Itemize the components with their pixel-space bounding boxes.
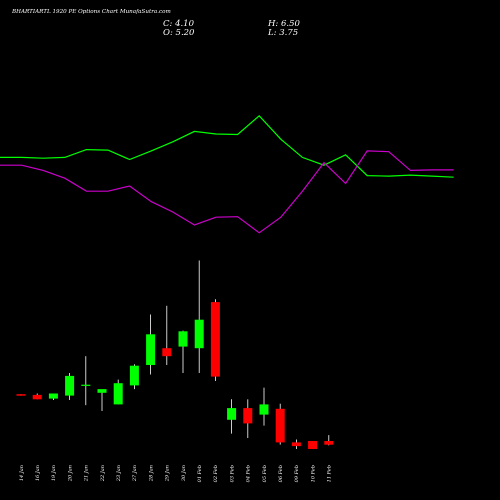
x-tick-label: 23 Jan — [116, 465, 122, 482]
candle-down — [16, 394, 26, 396]
candle-up — [129, 365, 139, 386]
x-tick-label: 20 Jan — [67, 465, 73, 482]
x-tick-label: 05 Feb — [262, 465, 268, 482]
ohlc-left-block: C: 4.10 O: 5.20 — [163, 20, 194, 38]
indicator-line-2 — [0, 150, 454, 234]
x-tick-label: 27 Jan — [132, 465, 138, 482]
candle-up — [113, 383, 123, 405]
candle-down — [243, 408, 253, 424]
candle-up — [259, 404, 269, 415]
x-tick-label: 01 Feb — [197, 465, 203, 482]
x-tick-label: 29 Jan — [165, 465, 171, 482]
x-tick-label: 21 Jan — [84, 465, 90, 482]
x-tick-label: 03 Feb — [229, 465, 235, 482]
candle-down — [210, 302, 220, 377]
x-tick-label: 09 Feb — [294, 465, 300, 482]
candle-up — [194, 319, 204, 349]
x-tick-label: 02 Feb — [213, 465, 219, 482]
candle-down — [32, 394, 42, 400]
candle-down — [324, 441, 334, 445]
chart-title: BHARTIARTL 1920 PE Options Chart MunafaS… — [12, 9, 171, 15]
x-tick-label: 22 Jan — [100, 465, 106, 482]
candle-up — [178, 331, 188, 347]
candle-down — [291, 442, 301, 447]
candle-down — [162, 348, 172, 357]
x-tick-label: 16 Jan — [35, 465, 41, 481]
x-tick-label: 28 Jan — [148, 465, 154, 482]
open-value: O: 5.20 — [163, 28, 195, 38]
high-value: H: 6.50 — [268, 19, 300, 29]
candle-up — [227, 408, 237, 420]
x-tick-label: 04 Feb — [246, 465, 252, 482]
ohlc-right-block: H: 6.50 L: 3.75 — [268, 20, 300, 38]
x-tick-label: 11 Feb — [327, 465, 333, 482]
x-tick-label: 10 Feb — [310, 465, 316, 482]
candle-up — [65, 375, 75, 396]
candle-down — [275, 408, 285, 443]
candle-down — [308, 441, 318, 449]
candle-up — [97, 389, 107, 393]
close-value: C: 4.10 — [163, 19, 194, 29]
low-value: L: 3.75 — [268, 28, 299, 38]
indicator-line-1 — [0, 114, 454, 178]
candle-up — [48, 393, 58, 399]
candle-up — [81, 384, 91, 386]
x-tick-label: 19 Jan — [51, 465, 57, 481]
x-tick-label: 14 Jan — [19, 465, 25, 481]
candle-up — [146, 334, 156, 365]
x-tick-label: 30 Jan — [181, 465, 187, 481]
x-tick-label: 06 Feb — [278, 465, 284, 482]
